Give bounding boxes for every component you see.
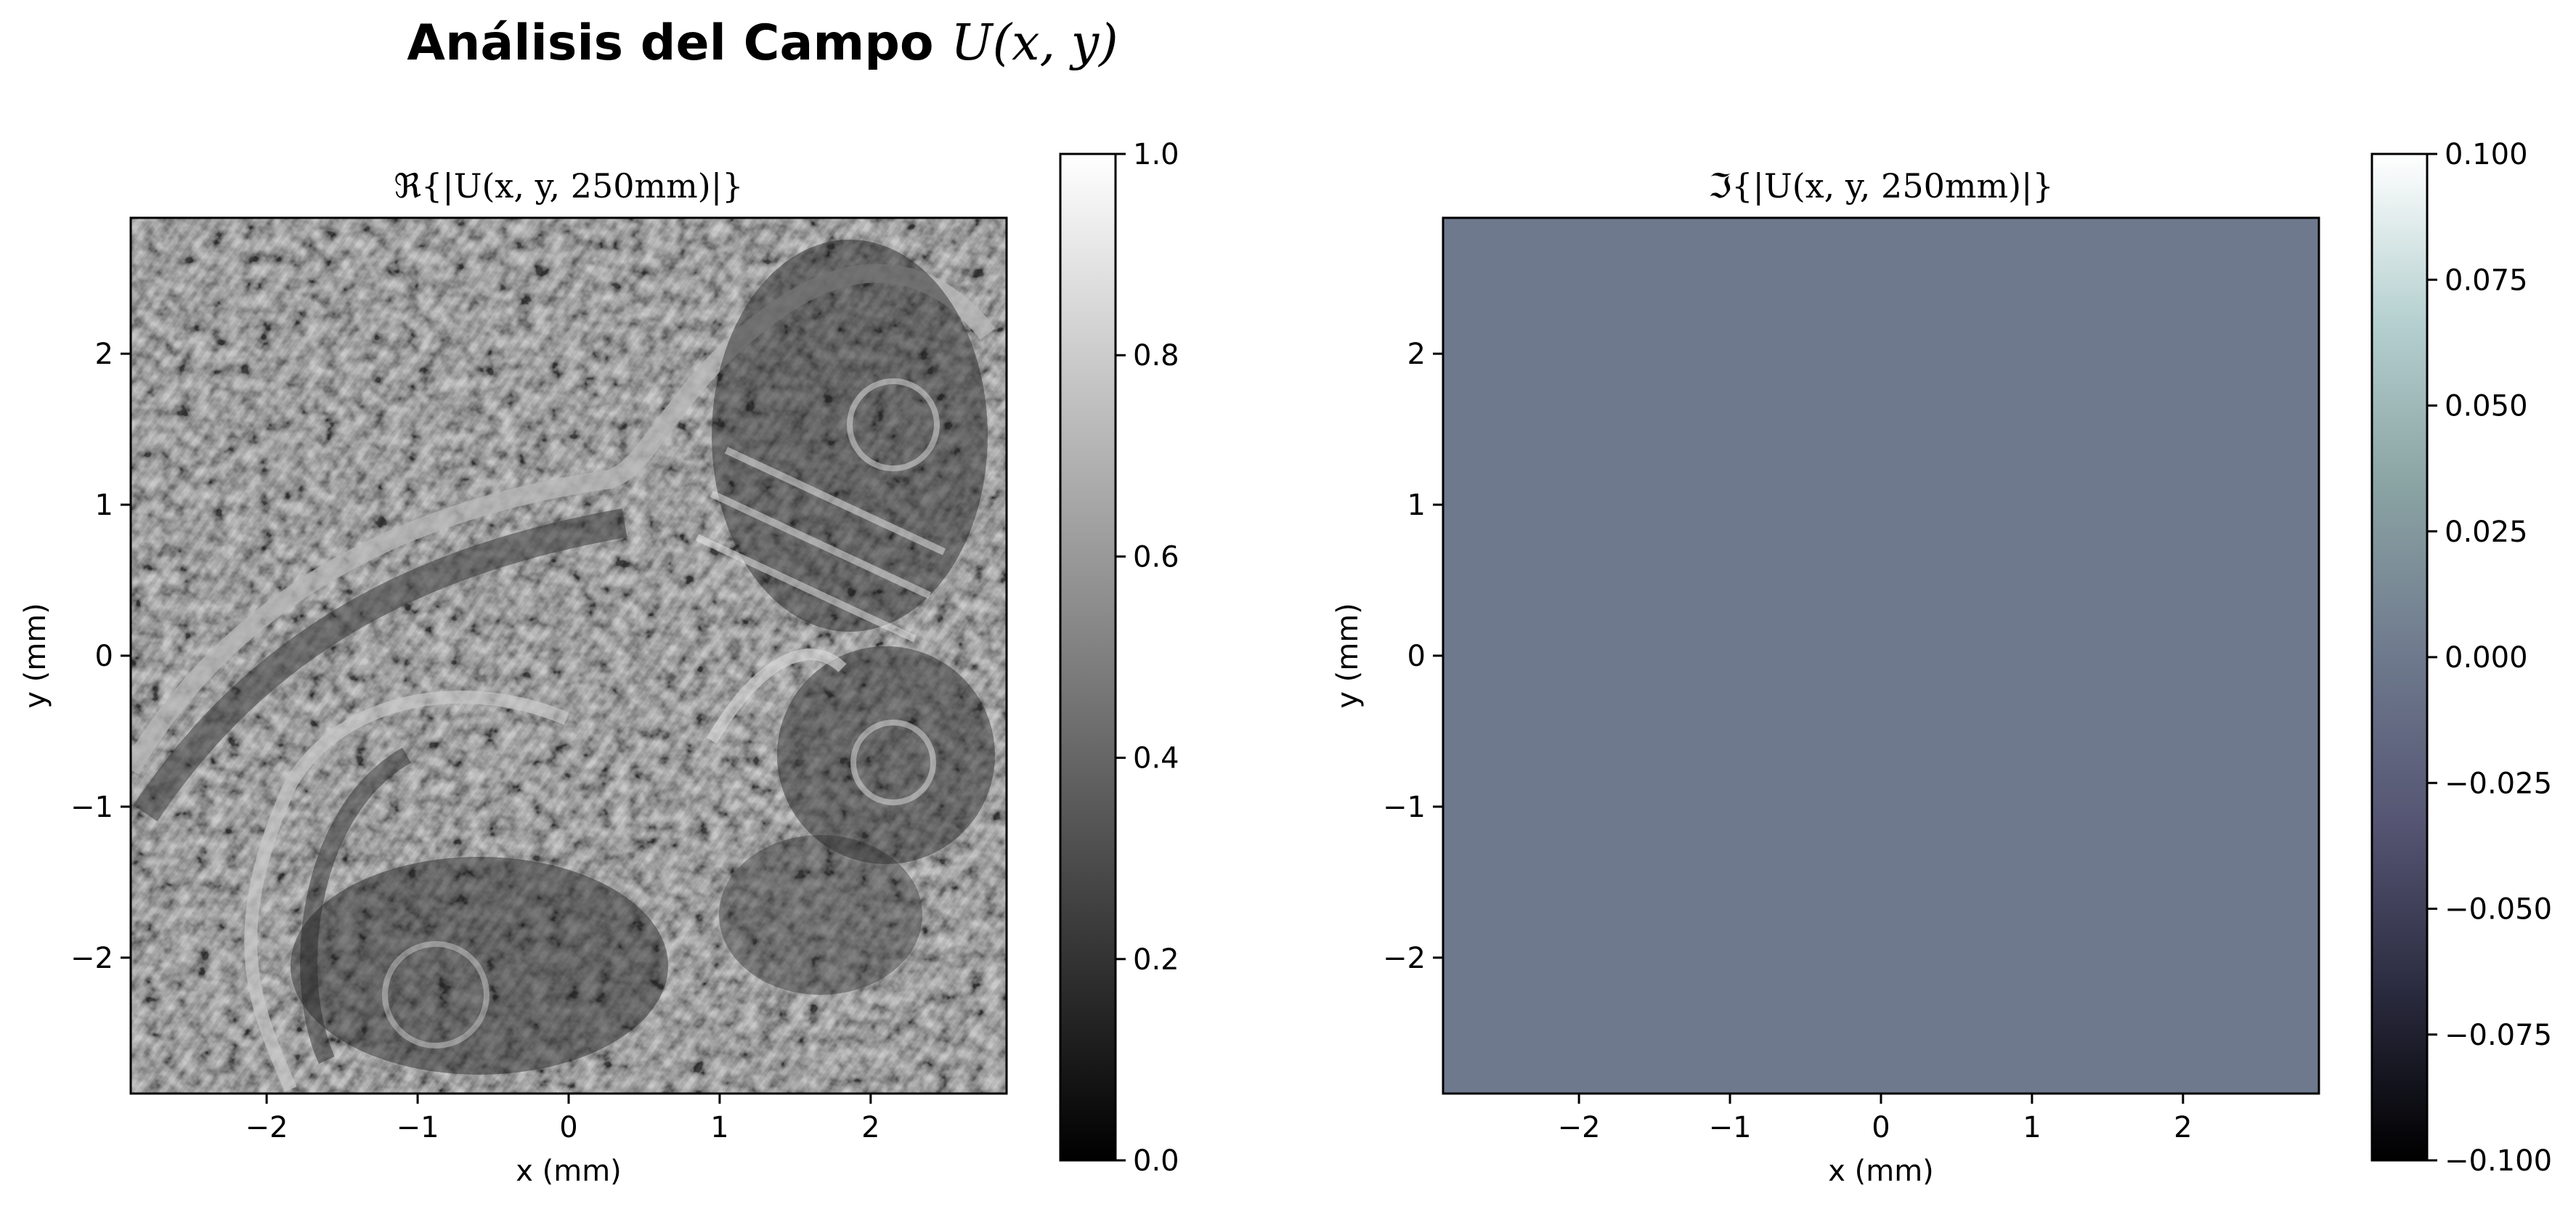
imag-heatmap bbox=[1443, 218, 2319, 1094]
real-y-ticks: −2 −1 0 1 2 bbox=[70, 338, 131, 975]
imag-x-tick-label: 2 bbox=[2174, 1111, 2192, 1144]
real-y-tick-label: 0 bbox=[95, 640, 113, 673]
real-heatmap bbox=[131, 218, 1007, 1094]
real-colorbar-tick-label: 0.0 bbox=[1133, 1144, 1179, 1178]
imag-y-ticks: −2 −1 0 1 2 bbox=[1383, 338, 1443, 975]
imag-colorbar-tick-label: −0.025 bbox=[2445, 767, 2552, 800]
real-y-tick-label: −2 bbox=[70, 942, 113, 975]
real-colorbar bbox=[1059, 152, 1117, 1162]
imag-colorbar bbox=[2370, 152, 2429, 1162]
real-colorbar-tick-label: 1.0 bbox=[1133, 138, 1179, 171]
imag-part-panel: ℑ{|U(x, y, 250mm)|} −2 −1 0 1 2 −2 −1 0 1 2 x (m… bbox=[1331, 138, 2552, 1188]
imag-colorbar-tick-label: −0.100 bbox=[2445, 1144, 2552, 1178]
real-y-tick-label: −1 bbox=[70, 791, 113, 824]
imag-y-tick-label: 1 bbox=[1407, 489, 1426, 522]
real-colorbar-tick-label: 0.6 bbox=[1133, 540, 1179, 574]
imag-colorbar-tick-label: −0.075 bbox=[2445, 1019, 2552, 1052]
real-part-panel: ℜ{|U(x, y, 250mm)|} −2 −1 0 1 2 −2 −1 0 1 2 x (m… bbox=[19, 138, 1179, 1188]
real-x-tick-label: 2 bbox=[861, 1111, 879, 1144]
figure-title: Análisis del Campo U(x, y) bbox=[407, 15, 1118, 72]
imag-x-tick-label: 1 bbox=[2023, 1111, 2041, 1144]
imag-colorbar-tick-label: −0.050 bbox=[2445, 893, 2552, 927]
imag-x-tick-label: −2 bbox=[1558, 1111, 1601, 1144]
real-colorbar-ticks: 0.0 0.2 0.4 0.6 0.8 1.0 bbox=[1116, 138, 1179, 1178]
real-y-axis-label: y (mm) bbox=[19, 603, 52, 709]
real-x-axis-label: x (mm) bbox=[516, 1155, 622, 1188]
imag-colorbar-tick-label: 0.000 bbox=[2445, 641, 2528, 675]
imag-colorbar-tick-label: 0.100 bbox=[2445, 138, 2528, 171]
real-x-tick-label: 0 bbox=[559, 1111, 577, 1144]
real-x-ticks: −2 −1 0 1 2 bbox=[245, 1094, 880, 1144]
imag-plot-title: ℑ{|U(x, y, 250mm)|} bbox=[1708, 166, 2054, 205]
imag-y-tick-label: −1 bbox=[1383, 791, 1426, 824]
imag-y-tick-label: 2 bbox=[1407, 338, 1426, 371]
imag-colorbar-ticks: −0.100 −0.075 −0.050 −0.025 0.000 0.025 0.050 0… bbox=[2427, 138, 2552, 1178]
imag-x-axis-label: x (mm) bbox=[1828, 1155, 1934, 1188]
imag-y-axis-label: y (mm) bbox=[1331, 603, 1365, 709]
real-y-tick-label: 2 bbox=[95, 338, 113, 371]
imag-y-tick-label: 0 bbox=[1407, 640, 1426, 673]
imag-colorbar-tick-label: 0.050 bbox=[2445, 390, 2528, 423]
imag-x-tick-label: 0 bbox=[1872, 1111, 1890, 1144]
imag-colorbar-tick-label: 0.025 bbox=[2445, 516, 2528, 549]
real-x-tick-label: −1 bbox=[397, 1111, 439, 1144]
imag-x-ticks: −2 −1 0 1 2 bbox=[1558, 1094, 2193, 1144]
real-y-tick-label: 1 bbox=[95, 489, 113, 522]
imag-x-tick-label: −1 bbox=[1709, 1111, 1752, 1144]
imag-colorbar-tick-label: 0.075 bbox=[2445, 264, 2528, 297]
real-plot-title: ℜ{|U(x, y, 250mm)|} bbox=[394, 166, 744, 205]
imag-y-tick-label: −2 bbox=[1383, 942, 1426, 975]
real-x-tick-label: 1 bbox=[710, 1111, 728, 1144]
real-colorbar-tick-label: 0.8 bbox=[1133, 339, 1179, 373]
real-colorbar-tick-label: 0.2 bbox=[1133, 943, 1179, 977]
real-x-tick-label: −2 bbox=[245, 1111, 288, 1144]
real-colorbar-tick-label: 0.4 bbox=[1133, 742, 1179, 776]
